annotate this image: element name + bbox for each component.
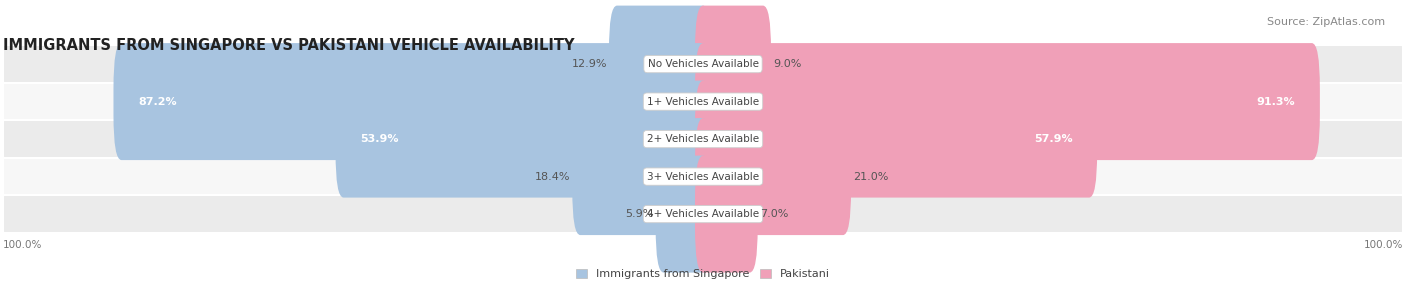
Text: 1+ Vehicles Available: 1+ Vehicles Available [647,97,759,107]
FancyBboxPatch shape [336,81,711,198]
Text: 18.4%: 18.4% [534,172,571,182]
Bar [3,195,1403,233]
Text: 7.0%: 7.0% [759,209,787,219]
Text: 21.0%: 21.0% [853,172,889,182]
Text: 87.2%: 87.2% [138,97,177,107]
Text: 91.3%: 91.3% [1257,97,1295,107]
Text: 4+ Vehicles Available: 4+ Vehicles Available [647,209,759,219]
Text: IMMIGRANTS FROM SINGAPORE VS PAKISTANI VEHICLE AVAILABILITY: IMMIGRANTS FROM SINGAPORE VS PAKISTANI V… [3,38,574,53]
Bar [3,158,1403,195]
FancyBboxPatch shape [655,156,711,273]
Text: 100.0%: 100.0% [1364,240,1403,250]
Text: No Vehicles Available: No Vehicles Available [648,59,758,69]
Text: 53.9%: 53.9% [360,134,399,144]
Bar [3,45,1403,83]
Text: 5.9%: 5.9% [626,209,654,219]
FancyBboxPatch shape [695,81,1097,198]
FancyBboxPatch shape [114,43,711,160]
Text: 12.9%: 12.9% [571,59,607,69]
Text: 57.9%: 57.9% [1033,134,1073,144]
Text: Source: ZipAtlas.com: Source: ZipAtlas.com [1267,17,1385,27]
FancyBboxPatch shape [609,6,711,123]
FancyBboxPatch shape [695,43,1320,160]
Text: 3+ Vehicles Available: 3+ Vehicles Available [647,172,759,182]
Legend: Immigrants from Singapore, Pakistani: Immigrants from Singapore, Pakistani [575,269,831,279]
FancyBboxPatch shape [695,118,851,235]
FancyBboxPatch shape [695,6,770,123]
Text: 9.0%: 9.0% [773,59,801,69]
Bar [3,83,1403,120]
Text: 100.0%: 100.0% [3,240,42,250]
FancyBboxPatch shape [572,118,711,235]
Text: 2+ Vehicles Available: 2+ Vehicles Available [647,134,759,144]
FancyBboxPatch shape [695,156,758,273]
Bar [3,120,1403,158]
